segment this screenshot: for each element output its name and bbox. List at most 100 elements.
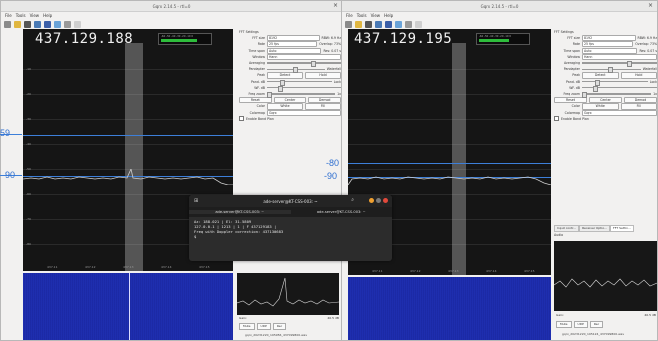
screenshot-icon[interactable] bbox=[54, 20, 61, 28]
spectrum-plot[interactable]: 437.129.188 -60 -50 -40 -30 -20 -10 0 -1… bbox=[23, 29, 233, 271]
menu-file[interactable]: File bbox=[5, 13, 12, 18]
frequency-display[interactable]: 437.129.188 bbox=[35, 31, 134, 47]
hold-button[interactable]: Hold bbox=[305, 72, 341, 79]
lock-label[interactable]: Lock bbox=[649, 79, 657, 84]
open-icon[interactable] bbox=[345, 20, 352, 28]
rec-button[interactable]: Rec bbox=[589, 321, 604, 328]
slider-knob[interactable] bbox=[278, 85, 284, 92]
menu-tools[interactable]: Tools bbox=[356, 13, 367, 18]
band-plan-checkbox[interactable] bbox=[554, 116, 559, 122]
detect-button[interactable]: Detect bbox=[582, 72, 619, 79]
rec-button[interactable]: Rec bbox=[272, 323, 287, 330]
slider-knob[interactable] bbox=[279, 79, 285, 86]
help-icon[interactable] bbox=[415, 20, 422, 28]
colormap-select[interactable]: Gqrx bbox=[267, 109, 341, 116]
fill-button[interactable]: Fill bbox=[620, 103, 657, 110]
rate-select[interactable]: 25 fps bbox=[267, 41, 318, 48]
wf-db-slider[interactable] bbox=[267, 85, 341, 92]
frequency-display[interactable]: 437.129.195 bbox=[354, 31, 453, 47]
tab-receiver-options[interactable]: Receiver Optio... bbox=[579, 225, 610, 232]
fft-settings-panel: FFT Settings FFT size 8192 RBW: 6.9 Hz Rat… bbox=[239, 29, 342, 122]
pand-db-slider[interactable] bbox=[582, 79, 648, 86]
help-icon[interactable] bbox=[74, 20, 81, 28]
reset-button[interactable]: Reset bbox=[554, 96, 587, 104]
averaging-slider[interactable] bbox=[582, 61, 657, 68]
slider-knob[interactable] bbox=[627, 61, 632, 68]
slider-knob[interactable] bbox=[593, 85, 599, 92]
folder-icon[interactable] bbox=[14, 20, 21, 28]
save-icon[interactable] bbox=[385, 20, 392, 28]
waterfall-display[interactable] bbox=[348, 277, 551, 340]
filter-band[interactable] bbox=[125, 43, 143, 271]
pand-db-slider[interactable] bbox=[267, 79, 332, 86]
folder-icon[interactable] bbox=[355, 20, 362, 28]
fft-size-select[interactable]: 8192 bbox=[582, 35, 636, 42]
menu-help[interactable]: Help bbox=[384, 13, 394, 18]
filter-band[interactable] bbox=[452, 43, 466, 275]
waterfall-display[interactable] bbox=[23, 273, 233, 340]
fill-button[interactable]: Fill bbox=[305, 103, 341, 110]
udp-button[interactable]: UDP bbox=[573, 321, 588, 328]
menu-help[interactable]: Help bbox=[43, 13, 53, 18]
device-icon[interactable] bbox=[375, 20, 382, 28]
search-icon[interactable]: ⌕ bbox=[351, 197, 354, 203]
color-button[interactable]: White bbox=[582, 103, 619, 110]
wf-db-slider[interactable] bbox=[582, 85, 657, 92]
terminal-output[interactable]: Az: 188.021 | El: 31.5809 127.0.0.1 | 12… bbox=[189, 217, 392, 241]
fft-size-select[interactable]: 8192 bbox=[267, 35, 320, 42]
slider-knob[interactable] bbox=[292, 67, 298, 74]
window-select[interactable]: Hann bbox=[582, 53, 657, 60]
menu-view[interactable]: View bbox=[370, 13, 381, 18]
color-button[interactable]: White bbox=[267, 103, 303, 110]
demod-button[interactable]: Demod bbox=[308, 96, 342, 104]
mute-button[interactable]: Mute bbox=[556, 321, 572, 328]
rate-select[interactable]: 25 fps bbox=[582, 41, 634, 48]
open-icon[interactable] bbox=[4, 20, 11, 28]
reset-button[interactable]: Reset bbox=[239, 96, 272, 104]
slider-knob[interactable] bbox=[582, 92, 587, 99]
settings-icon[interactable] bbox=[405, 20, 412, 28]
close-icon[interactable]: × bbox=[647, 2, 653, 9]
center-button[interactable]: Center bbox=[273, 96, 307, 104]
power-icon[interactable] bbox=[365, 20, 372, 28]
freq-zoom-slider[interactable] bbox=[582, 92, 652, 99]
power-icon[interactable] bbox=[24, 20, 31, 28]
menu-view[interactable]: View bbox=[29, 13, 40, 18]
minimize-icon[interactable] bbox=[369, 198, 374, 203]
slider-knob[interactable] bbox=[595, 79, 601, 86]
slider-knob[interactable] bbox=[311, 61, 317, 68]
terminal-tab-1[interactable]: ade-server@KT-CSS-003: ~ bbox=[189, 210, 291, 214]
detect-button[interactable]: Detect bbox=[267, 72, 303, 79]
screenshot-icon[interactable] bbox=[395, 20, 402, 28]
colormap-select[interactable]: Gqrx bbox=[582, 109, 657, 116]
terminal-tab-2[interactable]: ade-server@KT-CSS-003: ~ bbox=[316, 210, 366, 214]
time-span-select[interactable]: Auto bbox=[267, 47, 322, 54]
hold-button[interactable]: Hold bbox=[620, 72, 657, 79]
slider-knob[interactable] bbox=[608, 67, 614, 74]
pandapter-slider[interactable] bbox=[267, 67, 325, 74]
close-icon[interactable] bbox=[383, 198, 388, 203]
averaging-slider[interactable] bbox=[267, 61, 341, 68]
pandapter-slider[interactable] bbox=[582, 67, 641, 74]
tab-fft-settings[interactable]: FFT Settin... bbox=[609, 225, 634, 232]
band-plan-checkbox[interactable] bbox=[239, 116, 244, 122]
maximize-icon[interactable] bbox=[376, 198, 381, 203]
settings-icon[interactable] bbox=[64, 20, 71, 28]
close-icon[interactable]: × bbox=[332, 2, 338, 9]
menu-tools[interactable]: Tools bbox=[15, 13, 26, 18]
menu-file[interactable]: File bbox=[346, 13, 353, 18]
freq-zoom-slider[interactable] bbox=[267, 92, 336, 99]
tab-input-controls[interactable]: Input contr... bbox=[554, 225, 580, 232]
lock-label[interactable]: Lock bbox=[333, 79, 341, 84]
demod-button[interactable]: Demod bbox=[624, 96, 657, 104]
slider-knob[interactable] bbox=[267, 92, 272, 99]
device-icon[interactable] bbox=[34, 20, 41, 28]
time-span-select[interactable]: Auto bbox=[582, 47, 638, 54]
save-icon[interactable] bbox=[44, 20, 51, 28]
mute-button[interactable]: Mute bbox=[239, 323, 255, 330]
terminal-window[interactable]: ade-server@KT-CSS-003: ~ ⊞ ⌕ ade-server@… bbox=[189, 195, 392, 261]
udp-button[interactable]: UDP bbox=[256, 323, 271, 330]
window-select[interactable]: Hann bbox=[267, 53, 341, 60]
new-tab-icon[interactable]: ⊞ bbox=[194, 198, 199, 204]
center-button[interactable]: Center bbox=[589, 96, 622, 104]
